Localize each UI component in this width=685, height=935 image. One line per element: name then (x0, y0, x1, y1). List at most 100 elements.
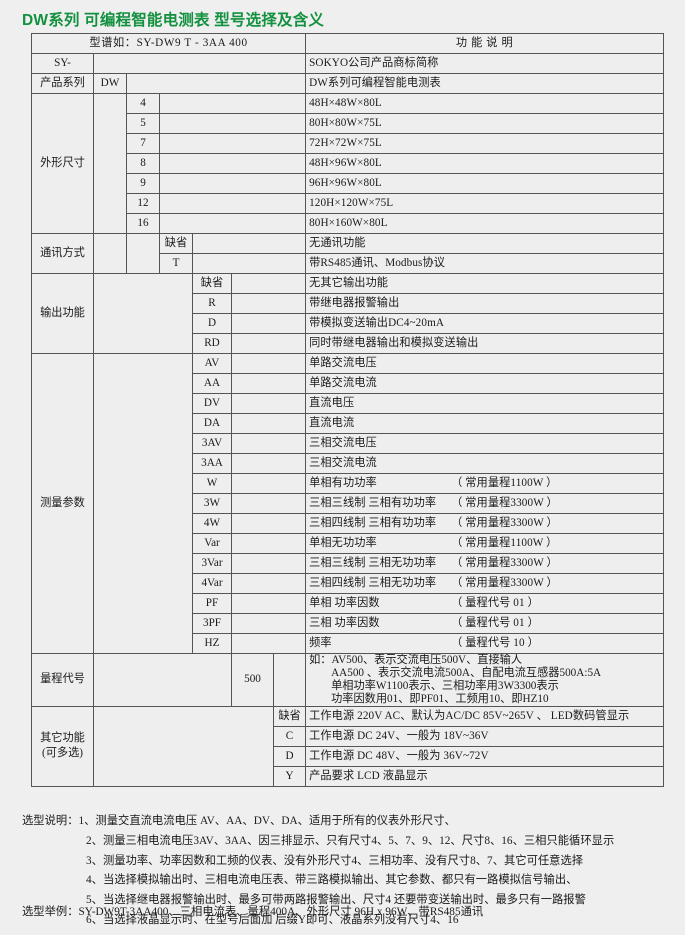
output-desc: 无其它输出功能 (305, 273, 665, 294)
measure-spacer (230, 533, 307, 554)
size-code: 4 (126, 93, 160, 114)
comm-spacer (191, 233, 307, 254)
comm-spacer-col2 (93, 233, 127, 274)
table-row-other: Y 产品要求 LCD 液晶显示 (32, 765, 665, 787)
size-desc: 72H×72W×75L (305, 133, 665, 154)
measure-desc-text: 三相四线制 三相有功功率 (309, 517, 437, 530)
measure-desc-text: 三相交流电流 (309, 457, 377, 470)
brand-desc: SOKYO公司产品商标简称 (305, 53, 665, 74)
comm-desc: 带RS485通讯、Modbus协议 (305, 253, 665, 274)
size-desc: 80H×160W×80L (305, 213, 665, 234)
size-spacer (158, 93, 307, 114)
table-row-other: D 工作电源 DC 48V、一般为 36V~72V (32, 745, 665, 767)
measure-desc: 三相三线制 三相无功功率 （ 常用量程3300W ） (305, 553, 665, 574)
comm-code: 缺省 (159, 233, 193, 254)
comm-spacer (191, 253, 307, 274)
size-label: 外形尺寸 (31, 93, 94, 234)
measure-spacer (230, 393, 307, 414)
measure-code: DA (192, 413, 232, 434)
output-code: 缺省 (192, 273, 232, 294)
measure-desc: 三相四线制 三相有功功率 （ 常用量程3300W ） (305, 513, 665, 534)
table-row-measure: 3AV 三相交流电压 (32, 433, 665, 454)
table-row-measure: DV 直流电压 (32, 393, 665, 414)
measure-spacer (230, 573, 307, 594)
other-desc: 工作电源 DC 48V、一般为 36V~72V (305, 745, 665, 767)
measure-range-text: （ 常用量程3300W ） (451, 517, 558, 530)
measure-desc-text: 三相交流电压 (309, 437, 377, 450)
measure-range-text: （ 常用量程1100W ） (451, 477, 558, 490)
table-row-size: 9 96H×96W×80L (32, 173, 665, 194)
other-desc: 工作电源 220V AC、默认为AC/DC 85V~265V 、 LED数码管显… (305, 705, 665, 727)
measure-desc-text: 单路交流电流 (309, 377, 377, 390)
table-row-comm: 通讯方式 缺省 无通讯功能 (31, 233, 665, 274)
comm-label: 通讯方式 (31, 233, 94, 274)
measure-desc: 单相 功率因数 （ 量程代号 01 ） (305, 593, 665, 614)
example-text: SY-DW9T-3AA400、三相电流表、量程400A、外形尺寸 96H x 9… (78, 906, 484, 918)
measure-desc: 三相交流电流 (305, 453, 665, 474)
measure-spacer (230, 553, 307, 574)
measure-range-text: （ 常用量程3300W ） (451, 577, 558, 590)
size-spacer (158, 113, 307, 134)
table-header-row: 型谱如：SY-DW9 T - 3AA 400 功 能 说 明 (30, 33, 665, 54)
size-desc: 48H×48W×80L (305, 93, 665, 114)
range-desc-line: 单相功率W1100表示、三相功率用3W3300表示 (331, 679, 559, 692)
note-row: 选型说明：1、测量交直流电流电压 AV、AA、DV、DA、适用于所有的仪表外形尺… (22, 812, 682, 832)
note-item: 6、当选择液晶显示时、在型号后面加 后缀Y即可、液晶系列没有尺寸4、16 (86, 913, 459, 926)
table-row-measure: 3W 三相三线制 三相有功功率 （ 常用量程3300W ） (32, 493, 665, 514)
measure-desc-text: 三相三线制 三相无功功率 (309, 557, 437, 570)
size-code: 9 (126, 173, 160, 194)
table-row-size: 7 72H×72W×75L (32, 133, 665, 154)
series-spacer (125, 73, 307, 94)
size-code: 5 (126, 113, 160, 134)
brand-spacer (92, 53, 307, 74)
output-code: D (192, 313, 232, 334)
measure-desc: 直流电压 (305, 393, 665, 414)
range-code: 500 (231, 653, 274, 707)
measure-spacer (230, 593, 307, 614)
measure-desc: 三相四线制 三相无功功率 （ 常用量程3300W ） (305, 573, 665, 594)
other-desc: 工作电源 DC 24V、一般为 18V~36V (305, 725, 665, 747)
measure-desc-text: 三相四线制 三相无功功率 (309, 577, 437, 590)
table-row-brand: SY- SOKYO公司产品商标简称 (31, 53, 665, 74)
measure-code: 3Var (192, 553, 232, 574)
range-desc-line: 如：AV500、表示交流电压500V、直接输人 (309, 654, 523, 666)
table-row-size: 12 120H×120W×75L (32, 193, 665, 214)
measure-desc: 单路交流电流 (305, 373, 665, 394)
measure-range-text: （ 量程代号 01 ） (451, 597, 539, 610)
measure-desc-text: 三相三线制 三相有功功率 (309, 497, 437, 510)
table-row-size: 8 48H×96W×80L (32, 153, 665, 174)
size-spacer (158, 193, 307, 214)
measure-spacer (230, 613, 307, 634)
output-spacer (230, 333, 307, 354)
table-row-measure: 测量参数 AV 单路交流电压 (31, 353, 665, 654)
measure-spacer (230, 513, 307, 534)
measure-code: 4Var (192, 573, 232, 594)
measure-desc: 三相 功率因数 （ 量程代号 01 ） (305, 613, 665, 634)
table-row-measure: PF 单相 功率因数 （ 量程代号 01 ） (32, 593, 665, 614)
range-spacer-left (93, 653, 232, 707)
model-selection-table: 型谱如：SY-DW9 T - 3AA 400 功 能 说 明 SY- SOKYO… (30, 33, 665, 787)
output-spacer (230, 273, 307, 294)
other-code: C (272, 725, 307, 747)
measure-code: AV (192, 353, 232, 374)
output-code: RD (192, 333, 232, 354)
measure-desc: 直流电流 (305, 413, 665, 434)
size-code: 7 (126, 133, 160, 154)
table-row-range-code: 量程代号 500 如：AV500、表示交流电压500V、直接输人 AA500 、… (31, 653, 665, 707)
measure-desc-text: 单路交流电压 (309, 357, 377, 370)
table-row-output: 输出功能 缺省 无其它输出功能 (31, 273, 665, 354)
range-desc: 如：AV500、表示交流电压500V、直接输人 AA500 、表示交流电流500… (305, 653, 665, 707)
note-row: 2、测量三相电流电压3AV、3AA、因三排显示、只有尺寸4、5、7、9、12、尺… (22, 832, 682, 852)
table-row-other: 其它功能 (可多选) 缺省 工作电源 220V AC、默认为AC/DC 85V~… (31, 705, 665, 787)
measure-desc: 三相三线制 三相有功功率 （ 常用量程3300W ） (305, 493, 665, 514)
series-code: DW (93, 73, 127, 94)
table-row-size: 5 80H×80W×75L (32, 113, 665, 134)
table-row-measure: AA 单路交流电流 (32, 373, 665, 394)
comm-spacer-col3 (126, 233, 160, 274)
output-label: 输出功能 (31, 273, 94, 354)
note-item: 1、测量交直流电流电压 AV、AA、DV、DA、适用于所有的仪表外形尺寸、 (78, 815, 456, 827)
other-label-line1: 其它功能 (40, 731, 85, 744)
measure-code: 3PF (192, 613, 232, 634)
measure-spacer (230, 433, 307, 454)
